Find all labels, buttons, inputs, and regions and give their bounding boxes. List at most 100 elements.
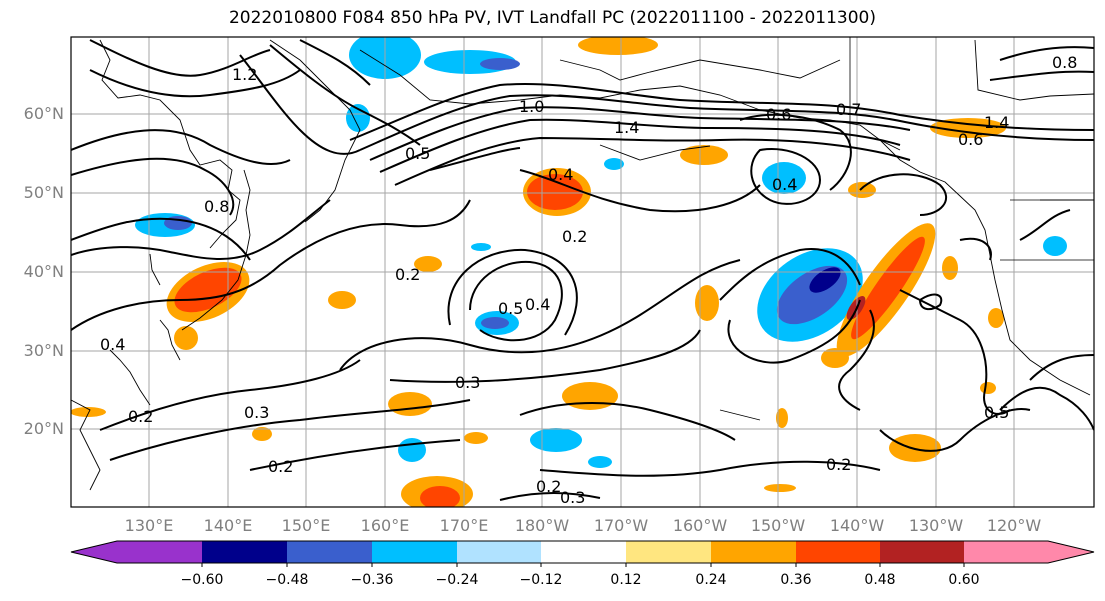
contour-label: 0.4	[772, 175, 797, 194]
anomaly-blob	[578, 37, 658, 55]
plot-frame	[70, 36, 1095, 508]
colorbar-tick-label: 0.24	[695, 572, 727, 588]
anomaly-blob	[821, 348, 849, 368]
lat-label: 20°N	[23, 419, 64, 438]
anomaly-blob	[695, 285, 719, 321]
contour-label: 0.3	[455, 373, 480, 392]
lon-label: 150°W	[750, 516, 806, 535]
colorbar-tick-label: 0.12	[610, 572, 642, 588]
lon-label: 170°E	[439, 516, 489, 535]
anomaly-blob	[527, 174, 583, 210]
contour-label: 1.0	[519, 97, 544, 116]
lon-label: 130°E	[124, 516, 174, 535]
anomaly-blob	[851, 236, 925, 340]
anomaly-blob	[420, 486, 460, 507]
contour-label: 0.6	[766, 105, 791, 124]
colorbar-tick-label: −0.12	[519, 572, 563, 588]
contour-labels: 1.4 1.0 0.8 0.7 0.6 0.5 0.4 0.2 0.3 0.4 …	[100, 53, 1077, 507]
anomaly-blob	[848, 182, 876, 198]
anomaly-blob	[464, 432, 488, 444]
contour-label: 0.3	[560, 488, 585, 507]
contour-label: 0.2	[268, 457, 293, 476]
anomaly-blob	[930, 118, 1006, 138]
contour-label: 0.3	[244, 403, 269, 422]
map-gridlines	[71, 37, 1094, 507]
contour-label: 1.2	[232, 65, 257, 84]
contour-label: 0.8	[204, 197, 229, 216]
contour-label: 0.5	[405, 144, 430, 163]
contour-label: 0.4	[100, 335, 125, 354]
anomaly-blob	[776, 408, 788, 428]
contour-label: 0.2	[826, 455, 851, 474]
colorbar-segment	[880, 541, 964, 563]
colorbar-tick-label: 0.48	[864, 572, 896, 588]
colorbar-tick-label: −0.48	[265, 572, 309, 588]
contour-label: 0.5	[984, 403, 1009, 422]
lat-label: 60°N	[23, 104, 64, 123]
colorbar	[70, 540, 1095, 567]
anomaly-blob	[988, 308, 1004, 328]
lon-label: 140°W	[829, 516, 885, 535]
colorbar-segment	[117, 541, 202, 563]
colorbar-segment	[457, 541, 541, 563]
lon-label: 120°W	[986, 516, 1042, 535]
lon-label: 160°E	[360, 516, 410, 535]
anomaly-blob	[588, 456, 612, 468]
colorbar-extend-high	[1048, 541, 1094, 563]
contour-label: 0.5	[498, 299, 523, 318]
anomaly-blob	[481, 317, 509, 329]
colorbar-tick-label: −0.36	[350, 572, 394, 588]
colorbar-segment	[796, 541, 880, 563]
contour-label: 0.4	[548, 165, 573, 184]
anomaly-blob	[388, 392, 432, 416]
colorbar-tick-label: −0.24	[435, 572, 479, 588]
contour-label: 0.2	[395, 265, 420, 284]
contour-label: 0.6	[958, 130, 983, 149]
anomaly-blob	[174, 326, 198, 350]
lat-label: 40°N	[23, 262, 64, 281]
pv-anomaly-shading	[71, 37, 1067, 507]
colorbar-segment	[541, 541, 626, 563]
contour-label: 0.2	[536, 477, 561, 496]
anomaly-blob	[328, 291, 356, 309]
contour-label: 0.7	[836, 100, 861, 119]
colorbar-segment	[372, 541, 457, 563]
colorbar-extend-low	[71, 541, 117, 563]
anomaly-blob	[1043, 236, 1067, 256]
colorbar-tick-label: 0.36	[780, 572, 812, 588]
colorbar-segment	[202, 541, 287, 563]
lat-label: 50°N	[23, 183, 64, 202]
anomaly-blob	[764, 484, 796, 492]
political-borders	[849, 37, 1094, 261]
lon-label: 170°W	[593, 516, 649, 535]
colorbar-segment	[711, 541, 796, 563]
anomaly-blob	[604, 158, 624, 170]
anomaly-blob	[398, 438, 426, 462]
anomaly-blob	[980, 382, 996, 394]
map-title: 2022010800 F084 850 hPa PV, IVT Landfall…	[228, 8, 876, 28]
anomaly-blob	[942, 256, 958, 280]
anomaly-blob	[471, 243, 491, 251]
colorbar-segment	[287, 541, 372, 563]
lon-label: 160°W	[672, 516, 728, 535]
anomaly-blob	[480, 58, 520, 70]
anomaly-blob	[562, 382, 618, 410]
colorbar-tick-label: −0.60	[180, 572, 224, 588]
lon-label: 140°E	[203, 516, 253, 535]
contour-label: 0.2	[128, 407, 153, 426]
lon-label: 130°W	[908, 516, 964, 535]
contour-label: 0.2	[562, 227, 587, 246]
pv-contours	[71, 39, 1094, 501]
lon-label: 180°W	[514, 516, 570, 535]
contour-label: 1.4	[614, 118, 639, 137]
contour-label: 1.4	[984, 113, 1009, 132]
lat-label: 30°N	[23, 341, 64, 360]
anomaly-blob	[530, 428, 582, 452]
anomaly-blob	[809, 267, 841, 293]
colorbar-segment	[626, 541, 711, 563]
anomaly-blob	[680, 145, 728, 165]
colorbar-segment	[964, 541, 1048, 563]
contour-label: 0.8	[1052, 53, 1077, 72]
colorbar-tick-label: 0.60	[948, 572, 980, 588]
